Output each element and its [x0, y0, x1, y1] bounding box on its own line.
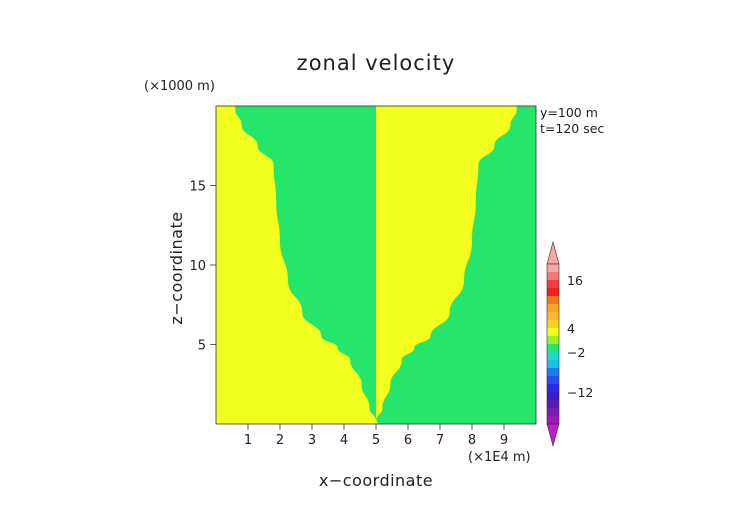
colorbar-swatch [547, 288, 559, 297]
y-axis-label: z−coordinate [167, 211, 186, 324]
colorbar-swatch [547, 376, 559, 385]
colorbar-swatch [547, 296, 559, 305]
colorbar-swatch [547, 400, 559, 409]
x-unit-label: (×1E4 m) [468, 450, 531, 465]
colorbar-label: 16 [567, 273, 583, 288]
region-negative-right [376, 106, 536, 424]
x-axis-ticks: 1 2 3 4 5 6 7 8 9 [244, 424, 508, 448]
x-tick-label: 4 [340, 433, 348, 448]
colorbar-frame [546, 263, 560, 425]
colorbar-swatch [547, 368, 559, 377]
colorbar-label: −12 [567, 385, 593, 400]
colorbar-swatch [547, 344, 559, 353]
colorbar-swatch [547, 352, 559, 361]
colorbar-swatch [547, 304, 559, 313]
chart-title: zonal velocity [297, 51, 456, 75]
plot-area [215, 105, 537, 425]
y-tick-label: 5 [198, 339, 206, 354]
tip-marker [374, 418, 378, 424]
colorbar-swatch [547, 408, 559, 417]
annotation-y: y=100 m [540, 105, 598, 120]
colorbar: 16 4 −2 −12 [546, 240, 593, 448]
colorbar-swatch [547, 328, 559, 337]
y-tick-label: 10 [189, 259, 206, 274]
y-unit-label: (×1000 m) [144, 79, 215, 94]
colorbar-swatch [547, 392, 559, 401]
colorbar-arrow-bottom [546, 423, 560, 448]
y-axis-ticks: 5 10 15 [189, 180, 216, 354]
x-tick-label: 7 [436, 433, 444, 448]
x-axis-label: x−coordinate [319, 471, 433, 490]
colorbar-swatch [547, 320, 559, 329]
colorbar-swatch [547, 280, 559, 289]
y-tick-label: 15 [189, 180, 206, 195]
colorbar-arrow-top [546, 240, 560, 265]
x-tick-label: 2 [276, 433, 284, 448]
x-tick-label: 5 [372, 433, 380, 448]
colorbar-label: 4 [567, 321, 575, 336]
x-tick-label: 9 [500, 433, 508, 448]
colorbar-swatch [547, 336, 559, 345]
x-tick-label: 3 [308, 433, 316, 448]
colorbar-swatch [547, 416, 559, 425]
colorbar-swatch [547, 360, 559, 369]
colorbar-swatch [547, 272, 559, 281]
x-tick-label: 1 [244, 433, 252, 448]
colorbar-swatch [547, 312, 559, 321]
x-tick-label: 8 [468, 433, 476, 448]
colorbar-label: −2 [567, 345, 585, 360]
region-negative-left [235, 106, 376, 421]
colorbar-swatch [547, 384, 559, 393]
annotation-t: t=120 sec [540, 121, 604, 136]
colorbar-swatch [547, 264, 559, 273]
x-tick-label: 6 [404, 433, 412, 448]
